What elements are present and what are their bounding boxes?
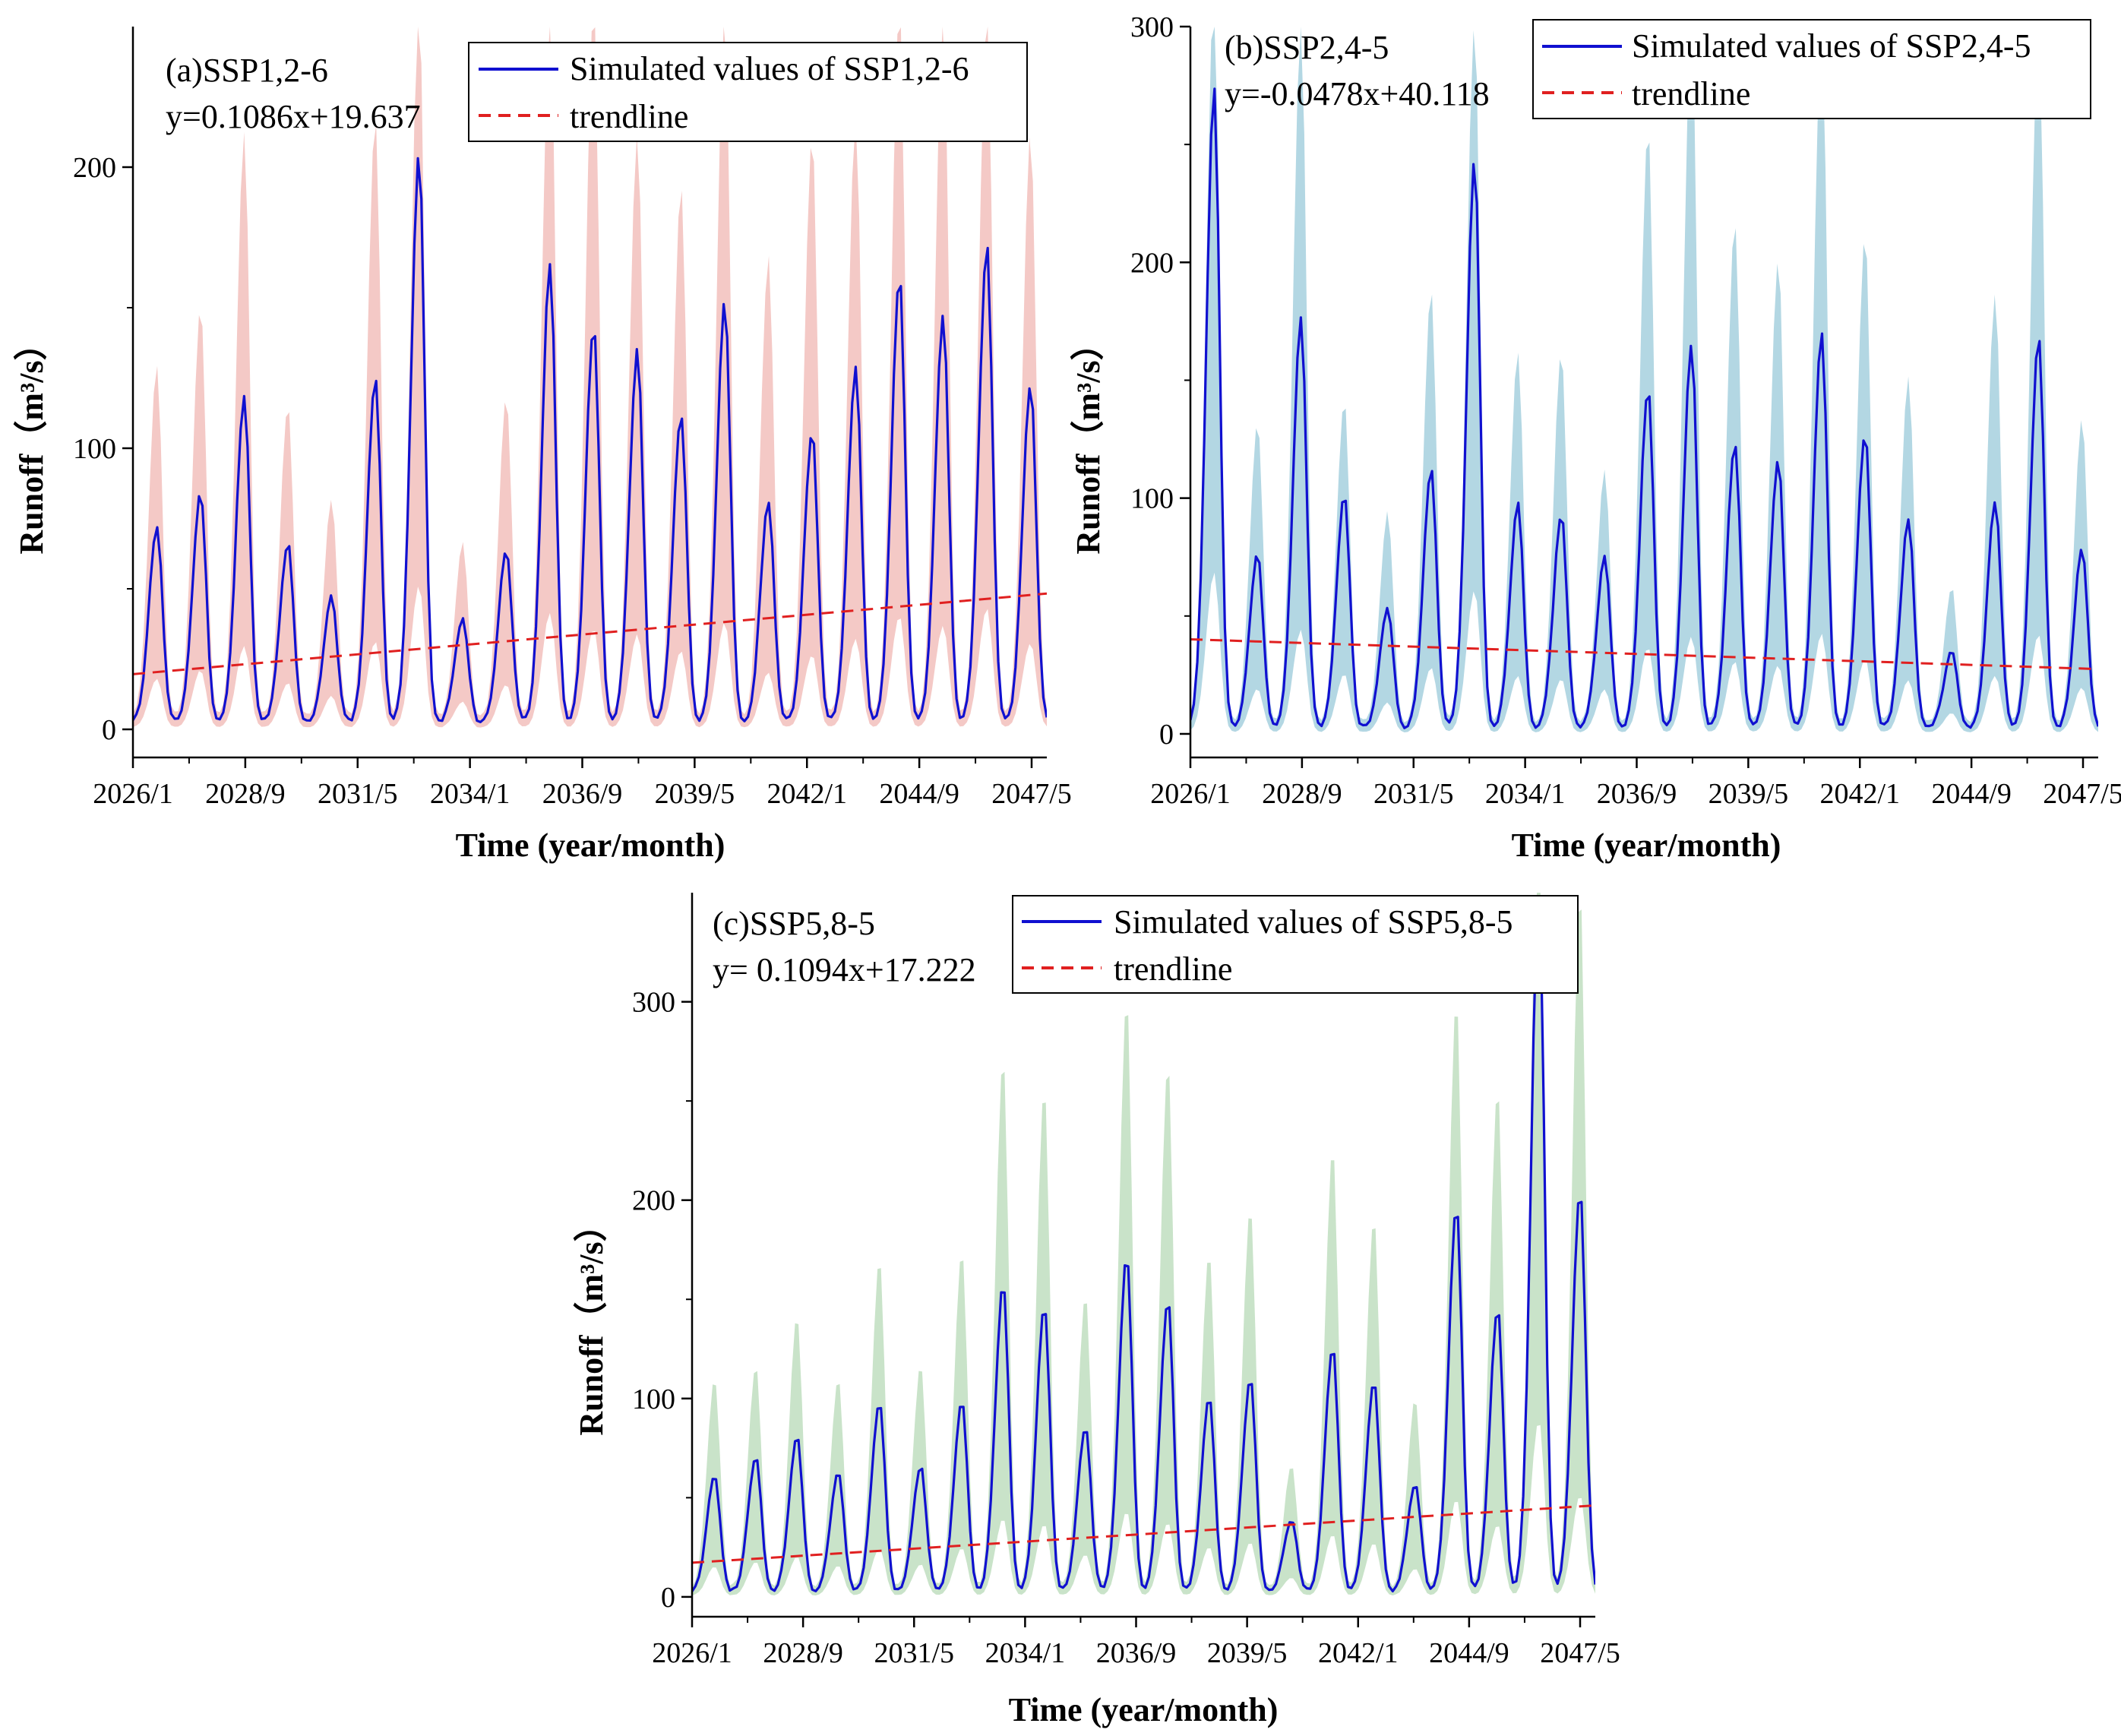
panel-c-xtick-label: 2028/9 bbox=[763, 1637, 843, 1669]
panel-c-label: (c)SSP5,8-5 bbox=[713, 905, 875, 942]
panel-a-label: (a)SSP1,2-6 bbox=[166, 52, 328, 89]
panel-a-equation: y=0.1086x+19.637 bbox=[166, 98, 421, 135]
panel-b: 0 100 200 300 2026/1 2028/9 2031/5 2034/1 2036/9… bbox=[1070, 11, 2121, 864]
panel-b-legend-box bbox=[1532, 19, 2091, 119]
panel-c-xlabel: Time (year/month) bbox=[1009, 1691, 1279, 1728]
panel-b-xlabel: Time (year/month) bbox=[1512, 827, 1781, 864]
panel-a-legend-box bbox=[468, 42, 1028, 142]
panel-c-xtick-label: 2036/9 bbox=[1096, 1637, 1177, 1669]
panel-c-ytick-label: 200 bbox=[632, 1185, 675, 1217]
panel-c-xtick-label: 2039/5 bbox=[1207, 1637, 1288, 1669]
panel-a-xtick-label: 2044/9 bbox=[879, 778, 959, 810]
panel-a-legend-trend: trendline bbox=[570, 98, 688, 135]
panel-a-ylabel: Runoff（m³/s） bbox=[13, 327, 50, 554]
panel-c-ylabel: Runoff（m³/s） bbox=[573, 1208, 610, 1435]
panel-b-trendline bbox=[1190, 637, 2098, 671]
panel-b-legend-trend: trendline bbox=[1632, 75, 1750, 112]
panel-b-label: (b)SSP2,4-5 bbox=[1225, 29, 1389, 66]
panel-b-xtick-label: 2031/5 bbox=[1373, 778, 1454, 810]
panel-c-ytick-label: 100 bbox=[632, 1383, 675, 1415]
panel-c-legend-series: Simulated values of SSP5,8-5 bbox=[1114, 903, 1513, 941]
panel-a-ytick-label: 200 bbox=[73, 152, 116, 184]
panel-c-legend-trend: trendline bbox=[1114, 950, 1232, 988]
panel-b-equation: y=-0.0478x+40.118 bbox=[1225, 75, 1490, 112]
panel-b-ylabel: Runoff（m³/s） bbox=[1070, 327, 1107, 554]
panel-c-legend-box bbox=[1012, 895, 1579, 994]
panel-b-ytick-label: 200 bbox=[1130, 247, 1174, 279]
panel-a-xtick-label: 2031/5 bbox=[318, 778, 398, 810]
panel-a-simulated-line bbox=[133, 157, 1047, 723]
panel-a-xtick-label: 2047/5 bbox=[991, 778, 1072, 810]
panel-c-axes: 0 100 200 300 2026/1 2028/9 2031/5 2034/1 2036/9… bbox=[632, 893, 1620, 1669]
panel-c-ytick-label: 0 bbox=[661, 1582, 675, 1614]
panel-a-xtick-label: 2039/5 bbox=[655, 778, 735, 810]
panel-a-plot-area bbox=[133, 27, 1047, 728]
panel-c-simulated-line bbox=[692, 908, 1595, 1592]
panel-a-trendline bbox=[133, 592, 1047, 675]
panel-c-xtick-label: 2026/1 bbox=[652, 1637, 732, 1669]
panel-a-xtick-label: 2026/1 bbox=[93, 778, 173, 810]
panel-a-ytick-label: 100 bbox=[73, 433, 116, 465]
panel-c-equation: y= 0.1094x+17.222 bbox=[713, 951, 976, 988]
panel-a-xtick-label: 2028/9 bbox=[205, 778, 286, 810]
panel-c-xtick-label: 2042/1 bbox=[1318, 1637, 1399, 1669]
panel-b-legend-series: Simulated values of SSP2,4-5 bbox=[1632, 27, 2031, 65]
panel-c-ytick-label: 300 bbox=[632, 987, 675, 1019]
panel-a-xtick-label: 2036/9 bbox=[542, 778, 623, 810]
panel-c-plot-area bbox=[692, 893, 1595, 1596]
panel-c-xtick-label: 2034/1 bbox=[985, 1637, 1066, 1669]
panel-a-xtick-label: 2042/1 bbox=[767, 778, 847, 810]
panel-b-xtick-label: 2039/5 bbox=[1708, 778, 1789, 810]
panel-a-axes: 0 100 200 2026/1 2028/9 2031/5 2034/1 2036/9 203… bbox=[73, 27, 1072, 810]
panel-b-axes: 0 100 200 300 2026/1 2028/9 2031/5 2034/1 2036/9… bbox=[1130, 11, 2121, 810]
panel-c-trendline bbox=[692, 1504, 1595, 1564]
panel-c-xtick-label: 2031/5 bbox=[874, 1637, 954, 1669]
panel-b-xtick-label: 2047/5 bbox=[2043, 778, 2121, 810]
panel-b-ytick-label: 300 bbox=[1130, 11, 1174, 43]
panel-a-xlabel: Time (year/month) bbox=[456, 827, 725, 864]
panel-b-ytick-label: 100 bbox=[1130, 483, 1174, 515]
panel-b-xtick-label: 2042/1 bbox=[1819, 778, 1900, 810]
panel-b-xtick-label: 2026/1 bbox=[1150, 778, 1231, 810]
panel-c: 0 100 200 300 2026/1 2028/9 2031/5 2034/1 2036/9… bbox=[573, 893, 1620, 1728]
panel-b-xtick-label: 2036/9 bbox=[1597, 778, 1677, 810]
panel-a: 0 100 200 2026/1 2028/9 2031/5 2034/1 2036/9 203… bbox=[13, 27, 1072, 864]
panel-a-ytick-label: 0 bbox=[102, 714, 116, 746]
panel-b-xtick-label: 2028/9 bbox=[1262, 778, 1342, 810]
panel-b-xtick-label: 2034/1 bbox=[1485, 778, 1566, 810]
panel-a-legend-series: Simulated values of SSP1,2-6 bbox=[570, 50, 969, 87]
panel-b-ytick-label: 0 bbox=[1159, 719, 1174, 751]
panel-b-xtick-label: 2044/9 bbox=[1931, 778, 2012, 810]
panel-c-xtick-label: 2047/5 bbox=[1540, 1637, 1620, 1669]
panel-b-simulated-line bbox=[1190, 87, 2098, 729]
panel-b-plot-area bbox=[1190, 27, 2098, 732]
panel-c-xtick-label: 2044/9 bbox=[1429, 1637, 1509, 1669]
panel-b-uncertainty-band bbox=[1190, 27, 2098, 732]
panel-a-xtick-label: 2034/1 bbox=[430, 778, 510, 810]
